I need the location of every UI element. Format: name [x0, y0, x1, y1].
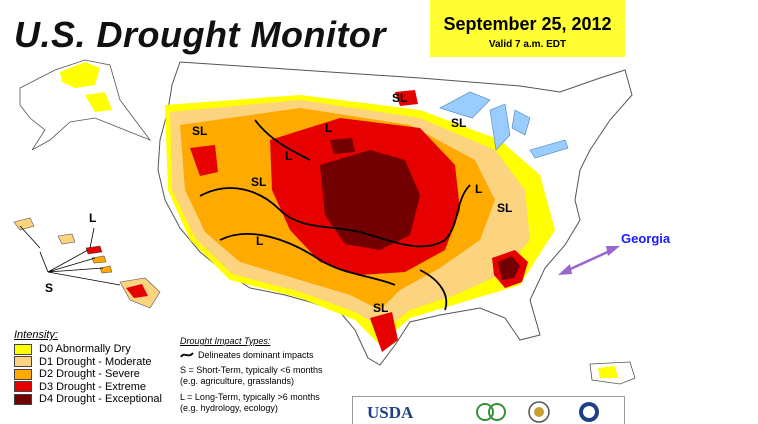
long-term-text: L = Long-Term, typically >6 months	[180, 392, 320, 402]
label-sl: SL	[373, 301, 388, 315]
impact-labels: SL SL SL SL SL SL L L L L L S	[45, 91, 512, 315]
agency-logo-icons	[476, 401, 599, 423]
legend-item-label: D4 Drought - Exceptional	[39, 393, 162, 406]
legend-item-label: D2 Drought - Severe	[39, 368, 140, 381]
intensity-legend: Intensity: D0 Abnormally Dry D1 Drought …	[14, 329, 162, 406]
date-box: September 25, 2012 Valid 7 a.m. EDT	[430, 0, 625, 57]
impact-line-item: Delineates dominant impacts	[180, 350, 360, 360]
impact-legend: Drought Impact Types: Delineates dominan…	[180, 336, 360, 419]
georgia-label: Georgia	[621, 231, 671, 246]
legend-item: D1 Drought - Moderate	[14, 356, 162, 369]
swatch-d2	[14, 368, 32, 380]
label-sl: SL	[192, 124, 207, 138]
label-sl: SL	[251, 175, 266, 189]
legend-item-label: D0 Abnormally Dry	[39, 343, 131, 356]
swatch-d0	[14, 343, 32, 355]
short-term-def: S = Short-Term, typically <6 months (e.g…	[180, 365, 360, 387]
label-sl: SL	[392, 91, 407, 105]
valid-time: Valid 7 a.m. EDT	[488, 39, 567, 50]
swatch-d1	[14, 356, 32, 368]
impact-title: Drought Impact Types:	[180, 336, 271, 346]
long-term-example: (e.g. hydrology, ecology)	[180, 403, 278, 413]
legend-title: Intensity:	[14, 329, 59, 341]
label-sl: SL	[451, 116, 466, 130]
usda-logo: USDA	[367, 403, 414, 422]
swatch-d4	[14, 393, 32, 405]
label-l: L	[89, 211, 96, 225]
boundary-line-icon	[180, 352, 194, 358]
legend-item: D2 Drought - Severe	[14, 368, 162, 381]
swatch-d3	[14, 381, 32, 393]
label-l: L	[256, 234, 263, 248]
label-l: L	[475, 182, 482, 196]
short-term-text: S = Short-Term, typically <6 months	[180, 365, 323, 375]
label-sl: SL	[497, 201, 512, 215]
label-l: L	[325, 121, 332, 135]
legend-item: D3 Drought - Extreme	[14, 381, 162, 394]
legend-item-label: D3 Drought - Extreme	[39, 380, 146, 393]
georgia-arrow	[558, 246, 620, 275]
alaska-map	[19, 59, 152, 151]
legend-item-label: D1 Drought - Moderate	[39, 355, 152, 368]
agency-logos: USDA	[352, 396, 625, 424]
long-term-def: L = Long-Term, typically >6 months (e.g.…	[180, 392, 360, 414]
label-l: L	[285, 149, 292, 163]
legend-item: D0 Abnormally Dry	[14, 343, 162, 356]
legend-item: D4 Drought - Exceptional	[14, 393, 162, 406]
map-title: U.S. Drought Monitor	[14, 14, 386, 55]
conus-map	[157, 61, 633, 366]
short-term-example: (e.g. agriculture, grasslands)	[180, 376, 295, 386]
label-s: S	[45, 281, 53, 295]
impact-line-label: Delineates dominant impacts	[198, 350, 314, 360]
map-date: September 25, 2012	[443, 14, 612, 34]
hawaii-map	[13, 217, 161, 309]
